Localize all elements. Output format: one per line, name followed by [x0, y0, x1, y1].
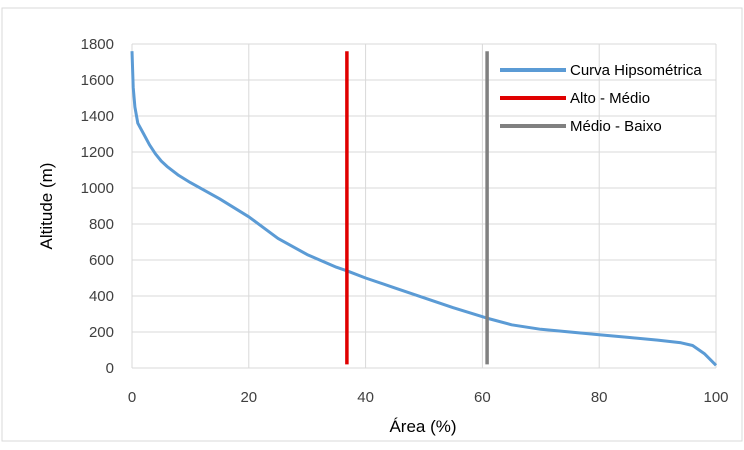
x-tick-label: 100 [703, 389, 728, 406]
y-tick-label: 1400 [81, 108, 114, 125]
y-tick-label: 600 [89, 252, 114, 269]
y-tick-label: 200 [89, 324, 114, 341]
y-tick-label: 1200 [81, 144, 114, 161]
x-tick-label: 60 [474, 389, 491, 406]
y-axis-title: Altitude (m) [37, 163, 56, 250]
y-tick-label: 400 [89, 288, 114, 305]
x-tick-label: 20 [240, 389, 257, 406]
legend: Curva Hipsométrica Alto - Médio Médio - Ba… [500, 62, 702, 135]
y-tick-label: 1800 [81, 36, 114, 53]
plot-area [130, 51, 718, 367]
x-tick-label: 0 [128, 389, 136, 406]
y-tick-label: 1600 [81, 72, 114, 89]
y-tick-label: 0 [106, 360, 114, 377]
x-tick-label: 40 [357, 389, 374, 406]
y-tick-label: 800 [89, 216, 114, 233]
legend-label: Médio - Baixo [570, 118, 662, 135]
x-axis-title: Área (%) [389, 417, 456, 436]
y-tick-label: 1000 [81, 180, 114, 197]
legend-label: Curva Hipsométrica [570, 62, 702, 79]
tick-labels: 0 200 400 600 800 1000 1200 1400 1600 1800 0 20 40 60… [81, 36, 729, 406]
legend-label: Alto - Médio [570, 90, 650, 107]
gridlines [131, 43, 717, 369]
x-tick-label: 80 [591, 389, 608, 406]
